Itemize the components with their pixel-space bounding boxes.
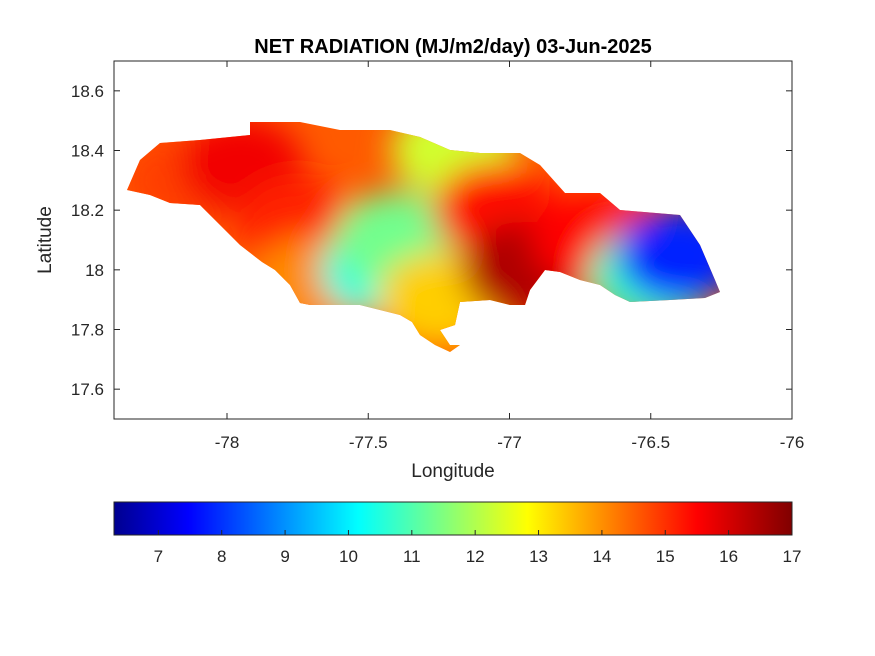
colorbar-tick-label-2: 9 [280,547,289,566]
colorbar-tick-label-6: 13 [529,547,548,566]
y-tick-label-4: 18.4 [71,142,104,161]
y-tick-label-1: 17.8 [71,321,104,340]
y-axis-label: Latitude [35,206,56,274]
colorbar-tick-label-9: 16 [719,547,738,566]
chart-title: NET RADIATION (MJ/m2/day) 03-Jun-2025 [254,36,652,58]
colorbar-tick-label-7: 14 [592,547,611,566]
x-tick-label-2: -77 [497,433,522,452]
colorbar-tick-label-10: 17 [783,547,802,566]
x-axis-label: Longitude [411,461,494,482]
colorbar-tick-label-5: 12 [466,547,485,566]
y-tick-label-3: 18.2 [71,201,104,220]
colorbar-tick-label-8: 15 [656,547,675,566]
x-tick-label-4: -76 [780,433,805,452]
colorbar-tick-label-1: 8 [217,547,226,566]
colorbar [113,501,793,536]
x-tick-label-1: -77.5 [349,433,388,452]
x-tick-label-3: -76.5 [631,433,670,452]
colorbar-tick-label-4: 11 [403,547,421,566]
y-tick-label-2: 18 [85,261,104,280]
x-tick-label-0: -78 [215,433,240,452]
colorbar-tick-label-3: 10 [339,547,358,566]
colorbar-tick-label-0: 7 [154,547,163,566]
y-tick-label-0: 17.6 [71,380,104,399]
y-tick-label-5: 18.6 [71,82,104,101]
